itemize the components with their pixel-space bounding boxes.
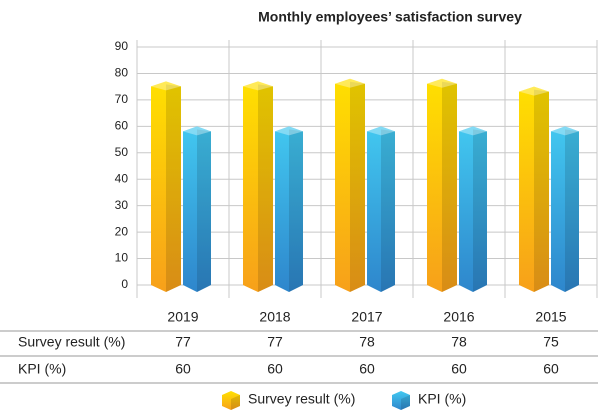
bar-shade	[350, 81, 365, 292]
y-tick-label: 30	[115, 198, 129, 212]
x-tick-label: 2017	[351, 309, 382, 325]
x-tick-label: 2016	[443, 309, 474, 325]
y-tick-label: 20	[115, 224, 129, 238]
table-value: 75	[543, 334, 559, 350]
y-tick-label: 50	[115, 145, 129, 159]
table-value: 78	[451, 334, 467, 350]
y-tick-label: 70	[115, 92, 129, 106]
bar-shade	[289, 129, 303, 292]
bar-cap	[519, 86, 549, 96]
bar	[275, 126, 303, 292]
legend-label: KPI (%)	[418, 391, 466, 407]
bar-cap	[151, 81, 181, 91]
bar-shade	[381, 129, 395, 292]
legend-swatch	[392, 391, 410, 410]
chart-title: Monthly employees’ satisfaction survey	[258, 9, 522, 25]
y-tick-label: 40	[115, 171, 129, 185]
legend-label: Survey result (%)	[248, 391, 355, 407]
legend-swatch-shade	[401, 395, 410, 410]
table-value: 78	[359, 334, 375, 350]
bar-shade	[534, 89, 549, 293]
bar	[243, 81, 273, 292]
bar-shade	[565, 129, 579, 292]
table-value: 60	[359, 361, 375, 377]
table-row-label: Survey result (%)	[18, 334, 125, 350]
bar-shade	[197, 129, 211, 292]
bar-cap	[551, 126, 579, 136]
bar-cap	[367, 126, 395, 136]
y-tick-label: 10	[115, 251, 129, 265]
legend-swatch	[222, 391, 240, 410]
bar-shade	[442, 81, 457, 292]
bar-cap	[427, 78, 457, 88]
bar-cap	[459, 126, 487, 136]
table-value: 77	[175, 334, 191, 350]
bar	[335, 78, 365, 292]
bar-shade	[473, 129, 487, 292]
table-row-label: KPI (%)	[18, 361, 66, 377]
bar	[427, 78, 457, 292]
bar-cap	[183, 126, 211, 136]
bar-cap	[335, 78, 365, 88]
table-value: 60	[543, 361, 559, 377]
table-value: 60	[267, 361, 283, 377]
bar-shade	[258, 84, 273, 292]
y-tick-label: 90	[115, 39, 129, 53]
legend-swatch-shade	[231, 395, 240, 410]
bar	[183, 126, 211, 292]
table-value: 60	[451, 361, 467, 377]
bar-cap	[275, 126, 303, 136]
table-value: 60	[175, 361, 191, 377]
y-tick-label: 0	[121, 277, 128, 291]
y-tick-label: 60	[115, 119, 129, 133]
bar	[367, 126, 395, 292]
table-value: 77	[267, 334, 283, 350]
bar-cap	[243, 81, 273, 91]
bar	[519, 86, 549, 293]
y-tick-label: 80	[115, 66, 129, 80]
bar	[459, 126, 487, 292]
x-tick-label: 2015	[535, 309, 566, 325]
bar	[151, 81, 181, 292]
x-tick-label: 2018	[259, 309, 290, 325]
bar	[551, 126, 579, 292]
x-tick-label: 2019	[167, 309, 198, 325]
bar-shade	[166, 84, 181, 292]
